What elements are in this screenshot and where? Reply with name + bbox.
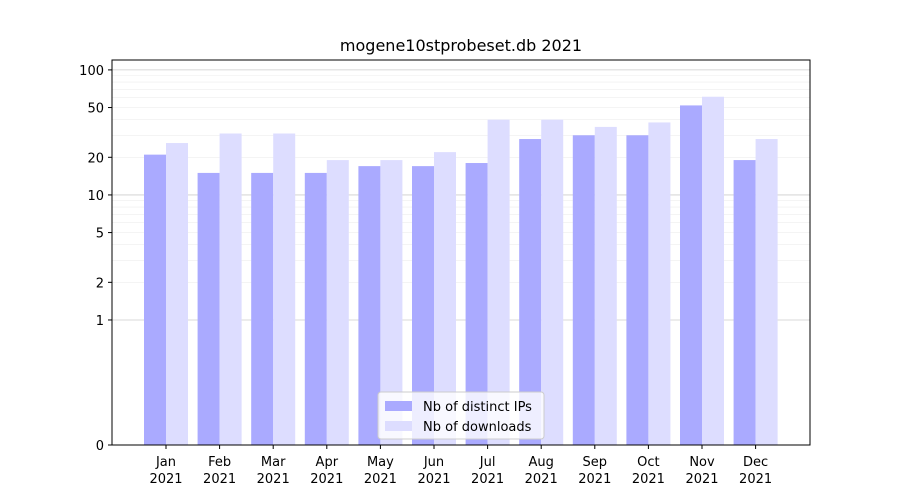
x-tick-label-year: 2021	[525, 472, 558, 487]
x-tick-label-month: Sep	[583, 455, 608, 470]
bar	[144, 154, 166, 446]
x-tick-label-year: 2021	[471, 472, 504, 487]
x-tick-label-year: 2021	[203, 472, 236, 487]
bar	[572, 135, 595, 445]
bar	[304, 172, 327, 445]
x-tick-label-month: Oct	[637, 455, 659, 470]
bar	[197, 172, 220, 445]
legend-label: Nb of downloads	[423, 420, 532, 435]
x-tick-label-year: 2021	[149, 472, 182, 487]
bar	[412, 166, 434, 445]
x-tick-label-year: 2021	[417, 472, 450, 487]
bar	[465, 163, 488, 445]
x-tick-label-year: 2021	[739, 472, 772, 487]
x-tick-label-month: Jan	[155, 455, 176, 470]
x-tick-label-month: May	[367, 455, 394, 470]
x-tick-label-month: Jul	[479, 455, 496, 470]
chart-title: mogene10stprobeset.db 2021	[340, 36, 582, 55]
bar	[219, 133, 242, 445]
x-axis: Jan 2021 Feb 2021 Mar 2021 Apr 2021 May 2021 Jun 20…	[149, 445, 772, 487]
y-tick-label: 50	[87, 102, 104, 117]
y-tick-label: 1	[96, 314, 104, 329]
y-tick-label: 0	[96, 439, 104, 454]
legend-swatch	[385, 421, 412, 431]
bar	[755, 139, 778, 445]
x-tick-label-year: 2021	[364, 472, 397, 487]
x-tick-label-year: 2021	[685, 472, 718, 487]
x-tick-label-year: 2021	[578, 472, 611, 487]
bar	[251, 172, 274, 445]
bar	[326, 160, 349, 445]
legend-label: Nb of distinct IPs	[423, 400, 532, 415]
x-tick-label-year: 2021	[310, 472, 343, 487]
bar	[541, 119, 564, 446]
y-axis: 0 1 2 5 10 20 50 100	[79, 64, 112, 454]
bar	[380, 160, 403, 445]
legend-swatch	[385, 401, 412, 411]
bar	[648, 122, 671, 445]
bar	[358, 166, 381, 445]
bar	[273, 133, 296, 445]
x-tick-label-month: Nov	[689, 455, 715, 470]
y-tick-label: 2	[96, 276, 104, 291]
bar	[519, 139, 542, 445]
x-tick-label-month: Mar	[261, 455, 286, 470]
bars	[144, 96, 778, 446]
y-tick-label: 20	[87, 151, 104, 166]
x-tick-label-year: 2021	[632, 472, 665, 487]
bar	[733, 160, 756, 445]
x-tick-label-month: Jun	[423, 455, 444, 470]
y-tick-label: 10	[87, 189, 104, 204]
bar	[487, 119, 510, 446]
legend: Nb of distinct IPs Nb of downloads	[377, 391, 545, 440]
bar	[594, 126, 617, 446]
bar	[166, 143, 188, 445]
x-tick-label-month: Feb	[208, 455, 231, 470]
bar	[626, 135, 649, 445]
plot-frame	[111, 59, 811, 446]
bar	[680, 105, 702, 446]
x-tick-label-month: Apr	[316, 455, 339, 470]
y-tick-label: 5	[96, 227, 104, 242]
x-tick-label-month: Aug	[529, 455, 554, 470]
x-tick-label-year: 2021	[257, 472, 290, 487]
x-tick-label-month: Dec	[743, 455, 768, 470]
y-tick-label: 100	[79, 64, 104, 79]
legend-box	[377, 391, 545, 440]
bar	[702, 96, 724, 445]
bar	[434, 152, 456, 445]
